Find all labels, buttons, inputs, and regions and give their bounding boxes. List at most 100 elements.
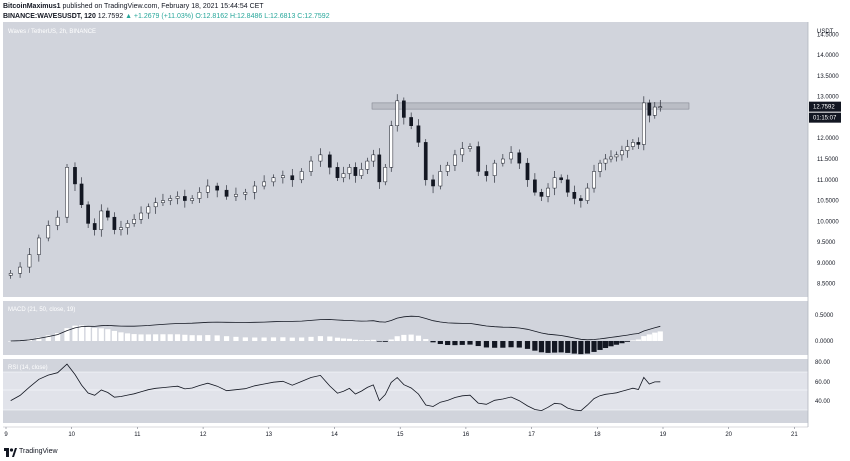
footer: TradingView bbox=[0, 445, 850, 461]
rsi-axis[interactable]: 80.00 60.00 40.00 bbox=[815, 360, 831, 405]
macd-bar bbox=[370, 339, 376, 341]
macd-bar bbox=[214, 335, 220, 341]
candle-body bbox=[161, 200, 165, 203]
chart-area[interactable]: Waves / TetherUS, 2h, BINANCE MACD (21, … bbox=[0, 22, 850, 442]
candle-body bbox=[453, 154, 457, 166]
candle-body bbox=[658, 106, 663, 108]
macd-bar bbox=[646, 334, 652, 341]
macd-bar bbox=[153, 334, 159, 341]
candle-body bbox=[79, 183, 84, 205]
macd-bar bbox=[189, 335, 195, 341]
candle-body bbox=[290, 175, 295, 181]
macd-bar bbox=[340, 338, 347, 341]
macd-bar bbox=[160, 334, 166, 341]
countdown-tag-text: 01:15:07 bbox=[813, 116, 837, 122]
candle-body bbox=[592, 171, 596, 189]
macd-bar bbox=[500, 341, 506, 348]
candle-body bbox=[365, 160, 370, 170]
time-axis-label: 16 bbox=[463, 432, 470, 438]
macd-bar bbox=[408, 334, 414, 341]
macd-bar bbox=[223, 336, 230, 341]
time-axis[interactable]: 9 10 11 12 13 14 15 16 17 18 19 20 21 bbox=[4, 427, 798, 438]
macd-line bbox=[10, 315, 661, 342]
resistance-zone[interactable] bbox=[371, 102, 690, 110]
publish-line: BitcoinMaximus1 published on TradingView… bbox=[3, 2, 264, 11]
macd-bar bbox=[124, 333, 131, 341]
footer-brand[interactable]: TradingView bbox=[19, 448, 58, 455]
price-change: ▲ +1.2679 (+11.03%) bbox=[125, 13, 194, 20]
candle-body bbox=[501, 158, 505, 164]
candle-body bbox=[546, 187, 550, 197]
macd-bar bbox=[388, 339, 394, 341]
symbol-label: BINANCE:WAVESUSDT, 120 bbox=[3, 13, 96, 20]
macd-bar bbox=[524, 341, 531, 349]
candle-body bbox=[347, 167, 352, 174]
macd-bar bbox=[352, 339, 359, 341]
candle-body bbox=[139, 212, 143, 220]
time-axis-label: 13 bbox=[265, 432, 272, 438]
price-axis-label: 11.5000 bbox=[817, 157, 839, 163]
price-axis-label: 11.0000 bbox=[817, 178, 839, 184]
candle-body bbox=[86, 204, 90, 224]
macd-bar bbox=[382, 341, 388, 342]
chart-svg[interactable]: Waves / TetherUS, 2h, BINANCE MACD (21, … bbox=[0, 22, 850, 442]
macd-bar bbox=[508, 341, 514, 348]
macd-bar bbox=[36, 337, 42, 341]
macd-bar bbox=[657, 331, 663, 341]
macd-axis[interactable]: 0.5000 0.0000 bbox=[815, 313, 834, 345]
time-axis-label: 12 bbox=[200, 432, 207, 438]
candle-body bbox=[299, 171, 304, 181]
candle-body bbox=[224, 189, 229, 197]
candle-body bbox=[146, 206, 151, 214]
candle-body bbox=[92, 223, 97, 230]
symbol-line: BINANCE:WAVESUSDT, 120 12.7592 ▲ +1.2679… bbox=[3, 12, 330, 21]
candle-body bbox=[572, 192, 577, 199]
macd-bar bbox=[196, 335, 203, 341]
candle-body bbox=[438, 171, 443, 187]
macd-bar bbox=[492, 341, 498, 348]
candle-body bbox=[409, 117, 413, 126]
candle-body bbox=[539, 192, 544, 197]
candle-body bbox=[335, 167, 340, 178]
macd-bar bbox=[261, 337, 267, 341]
macd-bar bbox=[602, 341, 609, 349]
macd-bar bbox=[78, 325, 85, 341]
candle-body bbox=[377, 154, 382, 183]
rsi-title: RSI (14, close) bbox=[8, 365, 48, 371]
candle-body bbox=[431, 179, 435, 187]
candle-body bbox=[73, 167, 77, 185]
macd-bar bbox=[624, 341, 631, 342]
countdown-tag bbox=[809, 112, 841, 123]
rsi-band bbox=[3, 372, 808, 410]
price-axis[interactable]: 14.500014.000013.500013.000012.500012.00… bbox=[817, 32, 839, 287]
price-axis-label: 8.5000 bbox=[817, 282, 836, 288]
macd-bar bbox=[334, 337, 341, 341]
candle-body bbox=[579, 198, 583, 201]
candle-body bbox=[492, 162, 497, 176]
macd-axis-label: 0.0000 bbox=[815, 339, 834, 345]
price-axis-label: 9.5000 bbox=[817, 240, 836, 246]
candles-group bbox=[8, 94, 663, 279]
candle-body bbox=[585, 187, 590, 201]
candle-body bbox=[234, 194, 238, 197]
candle-body bbox=[175, 196, 180, 199]
rsi-line bbox=[10, 363, 661, 412]
rsi-axis-label: 40.00 bbox=[815, 399, 831, 405]
author-name[interactable]: BitcoinMaximus1 bbox=[3, 3, 61, 10]
macd-bar bbox=[608, 341, 614, 347]
macd-bar bbox=[516, 341, 522, 348]
last-price-tag bbox=[809, 101, 841, 112]
candle-body bbox=[215, 185, 220, 191]
macd-bar bbox=[483, 341, 490, 348]
macd-bar bbox=[641, 336, 647, 341]
macd-bar bbox=[327, 336, 333, 341]
candle-body bbox=[318, 154, 323, 162]
macd-bar bbox=[233, 336, 239, 341]
candle-body bbox=[112, 216, 117, 230]
tradingview-logo-icon[interactable] bbox=[4, 447, 17, 458]
macd-bar bbox=[138, 334, 144, 341]
macd-bar bbox=[85, 326, 91, 341]
macd-bar bbox=[401, 334, 407, 341]
macd-bar bbox=[205, 335, 211, 341]
candle-body bbox=[416, 125, 421, 143]
